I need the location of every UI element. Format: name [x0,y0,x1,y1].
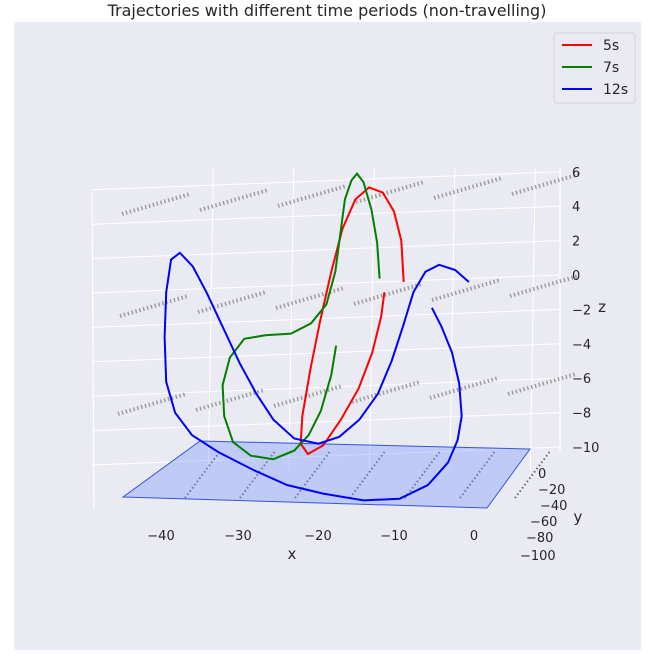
z-tick-label-2: 2 [572,235,580,250]
z-tick-label-4: −2 [572,303,591,318]
grid-x-4 [529,167,536,471]
grid-x-3 [449,167,456,471]
left-edge [91,191,95,509]
series-line-5s [299,186,405,456]
ground-plane [121,440,531,509]
z-tick-label-0: 6 [572,166,580,181]
x-tick-label-0: −40 [147,529,174,544]
legend-label-5s: 5s [603,38,619,54]
z-tick-label-6: −6 [572,372,591,387]
z-tick-label-1: 4 [572,200,580,215]
chart-title: Trajectories with different time periods… [107,1,547,20]
y-tick-label-0: 0 [538,467,546,482]
z-axis-label: z [598,298,606,316]
grid-x-1 [288,167,295,471]
legend-label-7s: 7s [603,60,619,76]
legend-box [553,32,636,104]
series-line-7s [221,171,381,461]
legend-label-12s: 12s [603,82,628,98]
grid-z-3 [91,274,561,294]
y-tick-label-5: −100 [520,549,556,564]
legend: 5s 7s 12s [553,32,636,104]
x-tick-label-1: −30 [224,529,251,544]
y-tick-label-3: −60 [530,515,557,530]
grid-z-0 [91,171,561,191]
y-tick-label-4: −80 [526,531,553,546]
grid-z-1 [91,205,561,225]
grid-z-4 [91,308,561,328]
z-tick-label-3: 0 [572,269,580,284]
y-tick-label-2: −40 [540,499,567,514]
ground-plane-fill [121,440,531,509]
x-tick-label-4: 0 [470,529,478,544]
grid-lines [91,167,561,509]
y-axis-label: y [574,508,583,526]
x-tick-label-2: −20 [304,529,331,544]
z-tick-label-8: −10 [572,441,599,456]
grid-x-0 [207,167,214,471]
z-tick-label-7: −8 [572,407,591,422]
trajectory-series [163,171,470,502]
grid-z-7 [91,412,561,432]
z-tick-label-5: −4 [572,338,591,353]
x-axis-label: x [288,545,297,563]
tick-labels: −40 −30 −20 −10 00−20−40−60−80−1006420−2−4−6… [147,166,599,564]
series-line-12s [163,251,470,502]
grid-z-5 [91,343,561,363]
y-tick-label-1: −20 [538,483,565,498]
x-tick-label-3: −10 [380,529,407,544]
grid-z-2 [91,240,561,260]
